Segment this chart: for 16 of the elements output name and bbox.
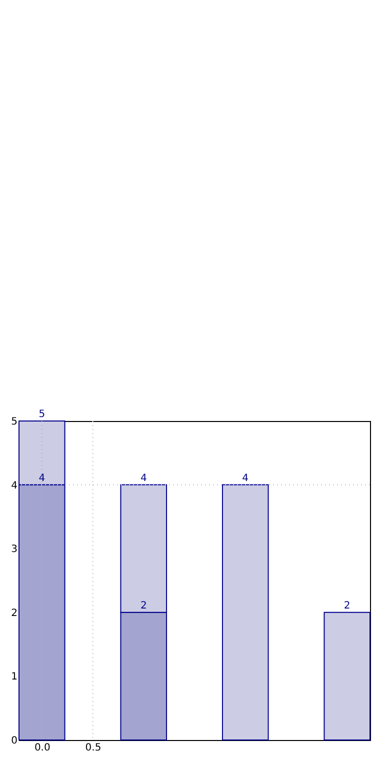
data-label: 2 (140, 600, 147, 612)
total-label: 4 (242, 472, 249, 484)
y-tick-label: 0 (11, 736, 18, 746)
total-label: 2 (344, 600, 350, 612)
bar (324, 612, 370, 740)
y-tick-label: 4 (11, 480, 18, 492)
y-tick-label: 3 (11, 544, 18, 556)
data-label: 4 (38, 472, 46, 484)
y-tick-label: 5 (11, 416, 18, 428)
total-label: 5 (38, 409, 46, 420)
y-tick-label: 2 (11, 608, 18, 619)
bar (222, 484, 269, 740)
total-label: 4 (140, 472, 147, 484)
y-tick-label: 1 (11, 672, 18, 683)
x-tick-label: 0.0 (34, 742, 50, 754)
x-tick-label: 0.5 (85, 742, 102, 754)
